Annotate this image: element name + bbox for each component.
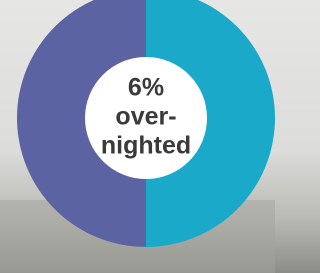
page: 6%over-nighted (() => { const data = JSO… <box>0 0 275 273</box>
center-text-line: nighted <box>101 132 191 160</box>
center-text-line: over- <box>115 103 176 131</box>
chart: 6%over-nighted <box>0 0 275 273</box>
center-text-line: 6% <box>128 74 164 102</box>
